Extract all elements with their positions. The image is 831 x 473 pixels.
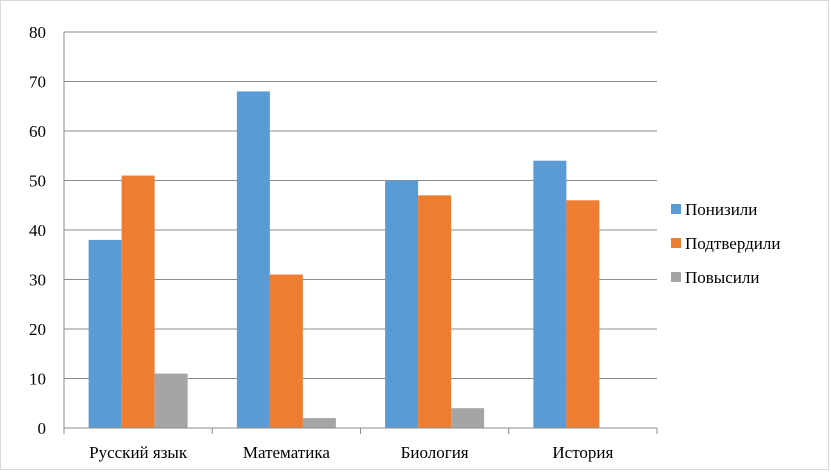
bar	[566, 200, 600, 428]
gridlines	[64, 31, 657, 379]
bar	[451, 408, 485, 428]
legend-swatch	[671, 272, 681, 282]
bar	[269, 274, 303, 428]
legend-label: Подтвердили	[685, 234, 780, 253]
y-tick-label: 30	[29, 271, 46, 290]
bar	[88, 239, 122, 428]
bar	[533, 160, 567, 428]
legend-label: Повысили	[685, 268, 759, 287]
y-tick-label: 40	[29, 221, 46, 240]
x-tick-label: Биология	[401, 443, 469, 462]
legend-swatch	[671, 238, 681, 248]
y-tick-label: 50	[29, 172, 46, 191]
x-tick-label: История	[552, 443, 613, 462]
bar	[236, 91, 270, 429]
legend: Понизили Подтвердили Повысили	[671, 200, 780, 287]
bar	[154, 373, 188, 428]
y-axis-ticks: 0 10 20 30 40 50 60 70 80	[29, 23, 46, 438]
y-tick-label: 60	[29, 122, 46, 141]
bars	[88, 91, 600, 429]
bar	[418, 195, 452, 428]
x-tick-label: Русский язык	[89, 443, 188, 462]
bar	[302, 418, 336, 428]
legend-label: Понизили	[685, 200, 757, 219]
y-tick-label: 0	[38, 419, 47, 438]
bar	[385, 180, 419, 428]
bar	[121, 175, 155, 428]
x-tick-label: Математика	[243, 443, 330, 462]
y-tick-label: 70	[29, 73, 46, 92]
y-tick-label: 10	[29, 370, 46, 389]
y-tick-label: 20	[29, 320, 46, 339]
x-axis-ticks: Русский язык Математика Биология История	[89, 443, 613, 462]
legend-swatch	[671, 204, 681, 214]
axes	[63, 32, 658, 434]
y-tick-label: 80	[29, 23, 46, 42]
